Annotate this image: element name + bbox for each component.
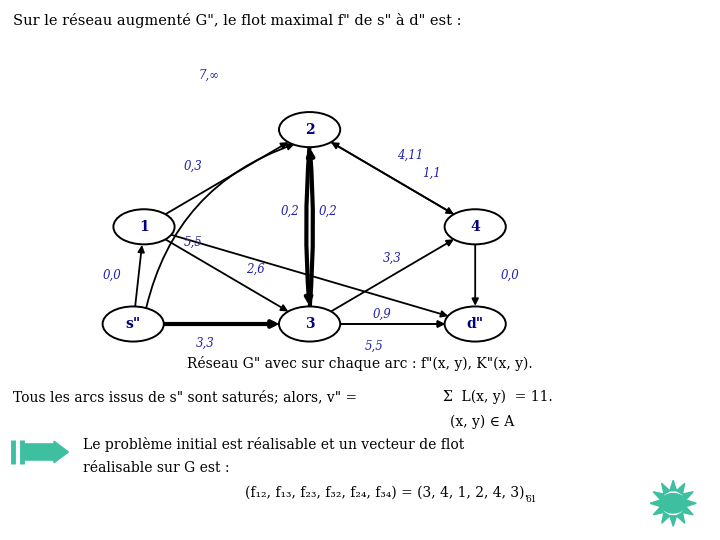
Text: 2: 2 bbox=[305, 123, 315, 137]
Ellipse shape bbox=[114, 209, 174, 244]
FancyArrowPatch shape bbox=[340, 321, 443, 327]
FancyArrow shape bbox=[22, 441, 68, 463]
FancyArrowPatch shape bbox=[306, 148, 311, 301]
Polygon shape bbox=[683, 492, 693, 500]
Text: (f₁₂, f₁₃, f₂₃, f₃₂, f₂₄, f₃₄) = (3, 4, 1, 2, 4, 3).: (f₁₂, f₁₃, f₂₃, f₃₂, f₂₄, f₃₄) = (3, 4, … bbox=[245, 486, 528, 500]
Polygon shape bbox=[677, 512, 685, 523]
Polygon shape bbox=[683, 507, 693, 515]
FancyArrowPatch shape bbox=[163, 321, 443, 327]
Ellipse shape bbox=[279, 112, 341, 147]
Text: 3,3: 3,3 bbox=[383, 252, 402, 265]
Circle shape bbox=[660, 494, 686, 513]
Text: 3,3: 3,3 bbox=[196, 336, 215, 349]
Polygon shape bbox=[653, 507, 664, 515]
Text: 0,2: 0,2 bbox=[281, 205, 300, 218]
Polygon shape bbox=[670, 480, 677, 491]
Ellipse shape bbox=[445, 209, 506, 244]
Text: Sur le réseau augmenté G", le flot maximal f" de s" à d" est :: Sur le réseau augmenté G", le flot maxim… bbox=[13, 14, 462, 29]
FancyArrowPatch shape bbox=[146, 144, 292, 308]
Text: Réseau G" avec sur chaque arc : f"(x, y), K"(x, y).: Réseau G" avec sur chaque arc : f"(x, y)… bbox=[187, 356, 533, 372]
FancyArrowPatch shape bbox=[171, 235, 446, 316]
FancyArrowPatch shape bbox=[166, 143, 287, 214]
Polygon shape bbox=[670, 516, 677, 526]
Text: 4: 4 bbox=[470, 220, 480, 234]
Text: réalisable sur G est :: réalisable sur G est : bbox=[83, 461, 229, 475]
FancyArrowPatch shape bbox=[163, 321, 275, 327]
Text: 0,0: 0,0 bbox=[500, 269, 519, 282]
Ellipse shape bbox=[445, 306, 506, 342]
Text: 0,2: 0,2 bbox=[318, 205, 337, 218]
Text: Le problème initial est réalisable et un vecteur de flot: Le problème initial est réalisable et un… bbox=[83, 437, 464, 453]
Text: 5,5: 5,5 bbox=[184, 235, 202, 248]
Polygon shape bbox=[677, 483, 685, 494]
Polygon shape bbox=[653, 492, 664, 500]
Polygon shape bbox=[662, 512, 670, 523]
Text: 2,6: 2,6 bbox=[246, 262, 265, 275]
FancyArrowPatch shape bbox=[331, 142, 452, 213]
Text: d": d" bbox=[467, 317, 484, 331]
Text: 1,1: 1,1 bbox=[423, 166, 441, 179]
Text: (x, y) ∈ A: (x, y) ∈ A bbox=[450, 415, 514, 429]
Text: 0,3: 0,3 bbox=[184, 160, 202, 173]
Text: 61: 61 bbox=[526, 495, 537, 504]
Text: 3: 3 bbox=[305, 317, 315, 331]
Text: Σ  L(x, y)  = 11.: Σ L(x, y) = 11. bbox=[443, 390, 552, 404]
Text: s": s" bbox=[125, 317, 141, 331]
Text: 1: 1 bbox=[139, 220, 149, 234]
Text: 0,9: 0,9 bbox=[372, 308, 391, 321]
Text: 7,∞: 7,∞ bbox=[198, 69, 220, 82]
Text: 5,5: 5,5 bbox=[365, 340, 384, 353]
FancyArrowPatch shape bbox=[166, 239, 287, 310]
Polygon shape bbox=[662, 483, 670, 494]
FancyArrowPatch shape bbox=[135, 247, 144, 306]
FancyArrowPatch shape bbox=[333, 143, 454, 214]
FancyArrowPatch shape bbox=[331, 240, 452, 312]
Ellipse shape bbox=[279, 306, 341, 342]
FancyArrowPatch shape bbox=[472, 245, 478, 304]
Ellipse shape bbox=[102, 306, 163, 342]
Text: 4,11: 4,11 bbox=[397, 149, 423, 162]
Polygon shape bbox=[685, 500, 696, 507]
Text: 0,0: 0,0 bbox=[102, 269, 121, 282]
FancyArrowPatch shape bbox=[308, 152, 313, 306]
Polygon shape bbox=[650, 500, 661, 507]
Text: Tous les arcs issus de s" sont saturés; alors, v" =: Tous les arcs issus de s" sont saturés; … bbox=[13, 390, 357, 404]
